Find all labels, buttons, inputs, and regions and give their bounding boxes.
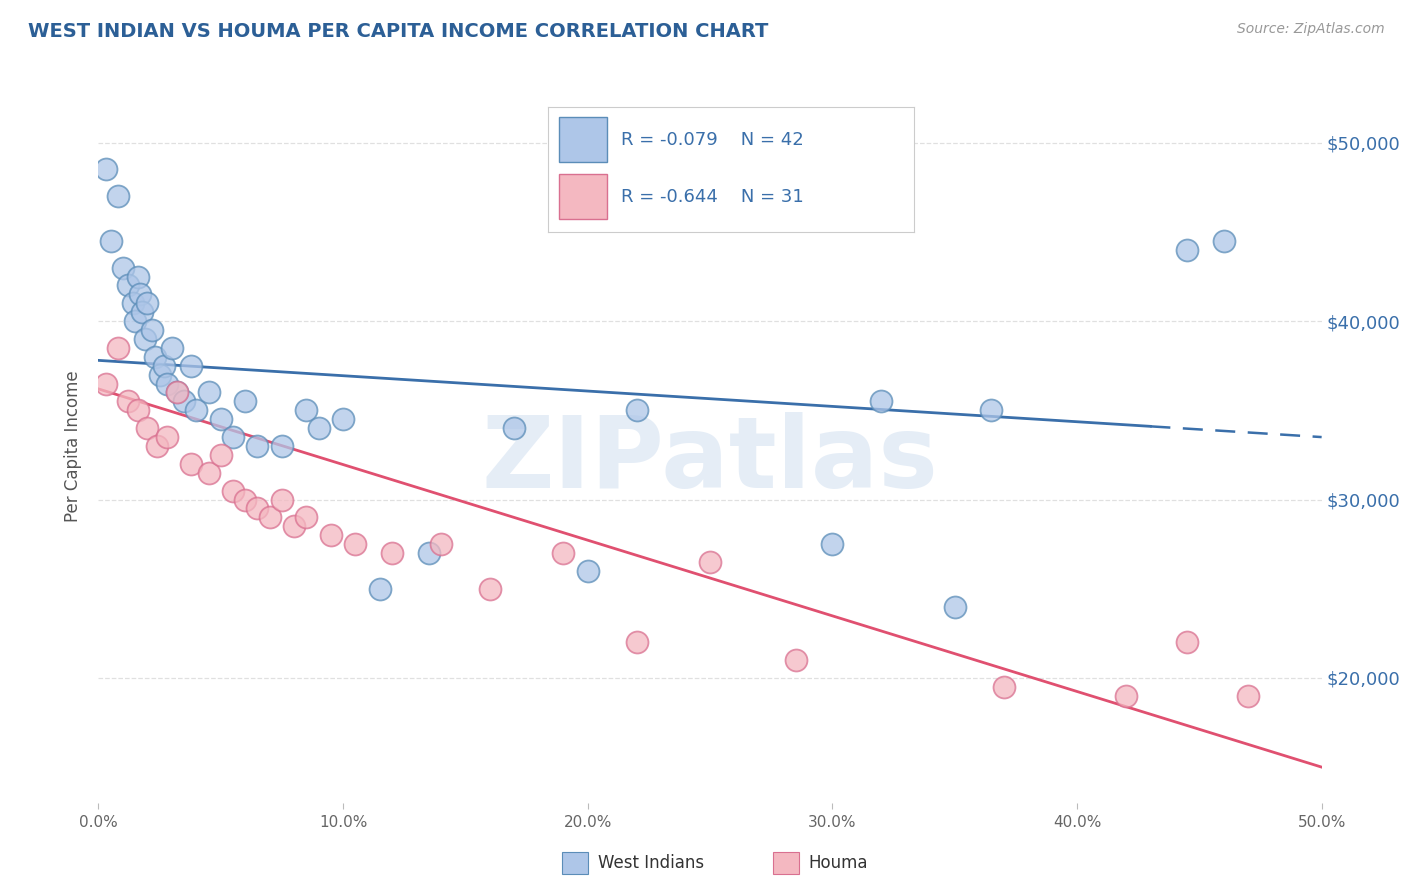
Point xyxy=(136,296,159,310)
Point xyxy=(149,368,172,382)
Point xyxy=(821,537,844,551)
Point xyxy=(94,162,117,177)
Point xyxy=(270,439,294,453)
Bar xyxy=(560,117,607,162)
Point xyxy=(107,341,129,355)
Point xyxy=(308,421,330,435)
Point xyxy=(107,189,129,203)
Point xyxy=(295,403,318,417)
Point xyxy=(117,394,139,409)
Point xyxy=(478,582,501,596)
Text: WEST INDIAN VS HOUMA PER CAPITA INCOME CORRELATION CHART: WEST INDIAN VS HOUMA PER CAPITA INCOME C… xyxy=(28,22,769,41)
Point xyxy=(146,439,169,453)
Point xyxy=(1212,234,1234,248)
Point xyxy=(136,421,159,435)
Point xyxy=(418,546,440,560)
Point xyxy=(111,260,134,275)
Point xyxy=(259,510,281,524)
Point xyxy=(626,403,648,417)
Point xyxy=(156,430,179,444)
Y-axis label: Per Capita Income: Per Capita Income xyxy=(65,370,83,522)
Point xyxy=(1175,635,1198,649)
Point xyxy=(222,430,245,444)
Point xyxy=(173,394,195,409)
Point xyxy=(166,385,188,400)
Point xyxy=(503,421,526,435)
Bar xyxy=(560,175,607,219)
Point xyxy=(332,412,354,426)
Point xyxy=(209,412,232,426)
Point xyxy=(121,296,143,310)
Point xyxy=(381,546,404,560)
Point xyxy=(197,385,219,400)
Point xyxy=(993,680,1015,694)
Point xyxy=(233,492,256,507)
Point xyxy=(870,394,893,409)
Point xyxy=(186,403,208,417)
Point xyxy=(576,564,599,578)
Point xyxy=(344,537,367,551)
Point xyxy=(180,359,202,373)
Point xyxy=(117,278,139,293)
Point xyxy=(127,403,149,417)
Point xyxy=(699,555,721,569)
Point xyxy=(233,394,256,409)
Point xyxy=(1115,689,1137,703)
Text: R = -0.079    N = 42: R = -0.079 N = 42 xyxy=(621,130,804,148)
Point xyxy=(166,385,188,400)
Point xyxy=(127,269,149,284)
Point xyxy=(129,287,152,301)
Point xyxy=(1175,243,1198,257)
Point xyxy=(131,305,153,319)
Point xyxy=(246,439,269,453)
Point xyxy=(153,359,176,373)
Point xyxy=(143,350,166,364)
Point xyxy=(626,635,648,649)
Point xyxy=(295,510,318,524)
Point xyxy=(156,376,179,391)
Point xyxy=(980,403,1002,417)
Point xyxy=(100,234,122,248)
Point xyxy=(94,376,117,391)
Point xyxy=(124,314,146,328)
Point xyxy=(430,537,453,551)
Point xyxy=(197,466,219,480)
Point xyxy=(246,501,269,516)
Point xyxy=(1237,689,1260,703)
Point xyxy=(222,483,245,498)
Point xyxy=(319,528,342,542)
Text: Houma: Houma xyxy=(808,854,868,871)
Point xyxy=(553,546,575,560)
Point xyxy=(180,457,202,471)
Text: R = -0.644    N = 31: R = -0.644 N = 31 xyxy=(621,188,804,206)
Point xyxy=(368,582,391,596)
Text: Source: ZipAtlas.com: Source: ZipAtlas.com xyxy=(1237,22,1385,37)
Point xyxy=(785,653,807,667)
Point xyxy=(270,492,294,507)
Point xyxy=(134,332,156,346)
Text: ZIPatlas: ZIPatlas xyxy=(482,412,938,508)
Text: West Indians: West Indians xyxy=(598,854,703,871)
Point xyxy=(283,519,305,533)
Point xyxy=(209,448,232,462)
Point xyxy=(943,599,966,614)
Point xyxy=(160,341,183,355)
Point xyxy=(141,323,163,337)
